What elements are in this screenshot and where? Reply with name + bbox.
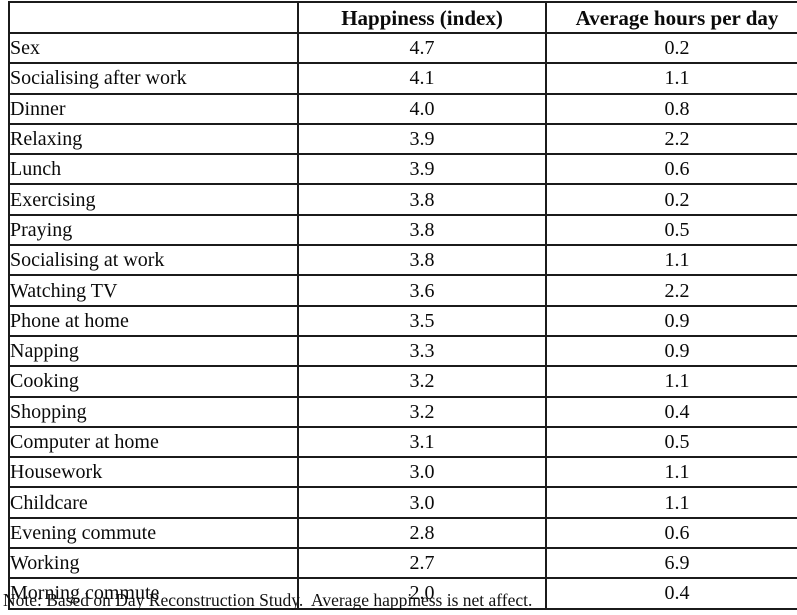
hours-cell: 0.6: [545, 153, 797, 186]
table-row: Relaxing 3.9 2.2: [8, 122, 797, 156]
activity-cell: Praying: [8, 213, 299, 247]
header-happiness-index: Happiness (index): [297, 1, 547, 34]
hours-cell: 0.5: [545, 213, 797, 247]
hours-cell: 1.1: [545, 365, 797, 398]
table-row: Socialising after work 4.1 1.1: [8, 62, 797, 95]
happiness-cell: 2.7: [297, 547, 547, 580]
hours-cell: 0.9: [545, 304, 797, 337]
activity-cell: Napping: [8, 334, 299, 368]
hours-cell: 0.9: [545, 334, 797, 368]
happiness-cell: 2.0: [297, 577, 547, 610]
happiness-cell: 4.1: [297, 62, 547, 95]
activity-cell: Dinner: [8, 92, 299, 125]
table-header-row: Happiness (index) Average hours per day: [8, 1, 797, 34]
happiness-cell: 3.0: [297, 456, 547, 489]
activity-cell: Socialising after work: [8, 62, 299, 95]
table-row: Lunch 3.9 0.6: [8, 153, 797, 186]
table-row: Napping 3.3 0.9: [8, 334, 797, 368]
happiness-cell: 4.7: [297, 31, 547, 65]
table-row: Exercising 3.8 0.2: [8, 183, 797, 216]
hours-cell: 2.2: [545, 122, 797, 156]
activity-cell: Childcare: [8, 486, 299, 519]
table-row: Childcare 3.0 1.1: [8, 486, 797, 519]
activity-cell: Computer at home: [8, 425, 299, 459]
activity-cell: Sex: [8, 31, 299, 65]
table-row: Housework 3.0 1.1: [8, 456, 797, 489]
happiness-cell: 3.3: [297, 334, 547, 368]
table-row: Cooking 3.2 1.1: [8, 365, 797, 398]
happiness-cell: 3.2: [297, 395, 547, 428]
table-row: Dinner 4.0 0.8: [8, 92, 797, 125]
activity-cell: Socialising at work: [8, 244, 299, 277]
hours-cell: 2.2: [545, 274, 797, 307]
happiness-cell: 3.8: [297, 244, 547, 277]
happiness-cell: 3.9: [297, 153, 547, 186]
activity-cell: Exercising: [8, 183, 299, 216]
hours-cell: 0.4: [545, 395, 797, 428]
hours-cell: 0.6: [545, 516, 797, 550]
happiness-cell: 3.1: [297, 425, 547, 459]
happiness-cell: 3.8: [297, 213, 547, 247]
table-row: Morning commute 2.0 0.4: [8, 577, 797, 610]
hours-cell: 1.1: [545, 244, 797, 277]
activity-cell: Evening commute: [8, 516, 299, 550]
table-row: Watching TV 3.6 2.2: [8, 274, 797, 307]
table-row: Evening commute 2.8 0.6: [8, 516, 797, 550]
activity-cell: Morning commute: [8, 577, 299, 610]
activity-cell: Watching TV: [8, 274, 299, 307]
activity-cell: Shopping: [8, 395, 299, 428]
happiness-cell: 3.5: [297, 304, 547, 337]
happiness-cell: 3.6: [297, 274, 547, 307]
hours-cell: 6.9: [545, 547, 797, 580]
table-row: Phone at home 3.5 0.9: [8, 304, 797, 337]
happiness-cell: 3.0: [297, 486, 547, 519]
happiness-activities-table: Happiness (index) Average hours per day …: [8, 1, 797, 610]
activity-cell: Phone at home: [8, 304, 299, 337]
happiness-cell: 2.8: [297, 516, 547, 550]
activity-cell: Relaxing: [8, 122, 299, 156]
table-row: Working 2.7 6.9: [8, 547, 797, 580]
hours-cell: 1.1: [545, 486, 797, 519]
happiness-cell: 3.8: [297, 183, 547, 216]
hours-cell: 1.1: [545, 456, 797, 489]
table-row: Sex 4.7 0.2: [8, 31, 797, 65]
activity-cell: Working: [8, 547, 299, 580]
header-average-hours: Average hours per day: [545, 1, 797, 34]
table-body: Sex 4.7 0.2 Socialising after work 4.1 1…: [8, 31, 797, 610]
activity-cell: Cooking: [8, 365, 299, 398]
happiness-cell: 4.0: [297, 92, 547, 125]
table-row: Socialising at work 3.8 1.1: [8, 244, 797, 277]
hours-cell: 0.5: [545, 425, 797, 459]
activity-cell: Housework: [8, 456, 299, 489]
table-row: Shopping 3.2 0.4: [8, 395, 797, 428]
hours-cell: 0.2: [545, 183, 797, 216]
hours-cell: 0.8: [545, 92, 797, 125]
activity-cell: Lunch: [8, 153, 299, 186]
happiness-cell: 3.9: [297, 122, 547, 156]
happiness-cell: 3.2: [297, 365, 547, 398]
table-row: Computer at home 3.1 0.5: [8, 425, 797, 459]
hours-cell: 1.1: [545, 62, 797, 95]
table-row: Praying 3.8 0.5: [8, 213, 797, 247]
hours-cell: 0.4: [545, 577, 797, 610]
table-footnote: Note: Based on Day Reconstruction Study.…: [3, 590, 533, 610]
hours-cell: 0.2: [545, 31, 797, 65]
header-activity: [8, 1, 299, 34]
